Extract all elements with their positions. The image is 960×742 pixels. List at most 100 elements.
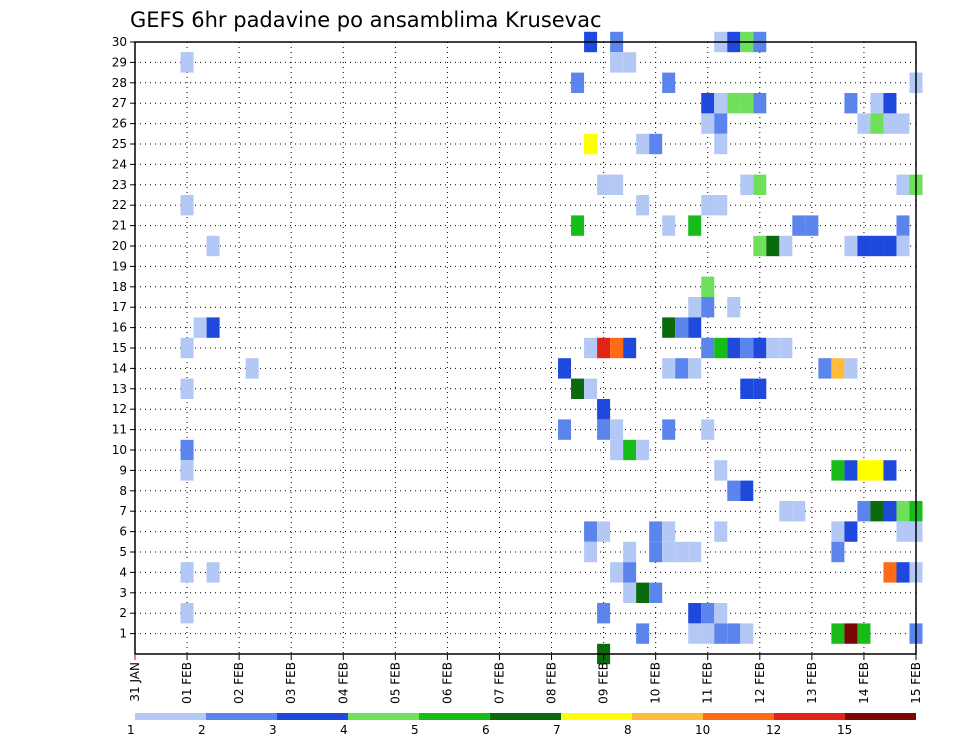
heatmap-cell [610, 174, 624, 195]
x-tick-label: 08 FEB [545, 662, 559, 704]
heatmap-cell [584, 541, 598, 563]
y-tick-label: 15 [112, 341, 127, 355]
heatmap-cell [779, 501, 793, 522]
heatmap-cell [597, 399, 611, 420]
heatmap-cell [180, 460, 194, 481]
heatmap-cell [753, 378, 767, 399]
heatmap-cell [636, 582, 650, 603]
heatmap-cell [623, 439, 637, 461]
heatmap-cell [688, 623, 702, 644]
heatmap-cell [896, 501, 910, 522]
y-tick-label: 9 [119, 463, 127, 477]
legend-swatch [561, 713, 632, 720]
heatmap-cell [857, 460, 871, 481]
y-tick-label: 11 [112, 423, 127, 437]
y-tick-label: 28 [112, 76, 127, 90]
x-tick-label: 13 FEB [805, 662, 819, 704]
heatmap-cell [714, 113, 728, 134]
heatmap-cell [870, 501, 884, 522]
y-tick-label: 19 [112, 259, 127, 273]
heatmap-cell [727, 480, 741, 501]
y-tick-label: 23 [112, 178, 127, 192]
x-tick-label: 15 FEB [909, 662, 923, 704]
legend-label: 5 [411, 723, 419, 737]
heatmap-cell [649, 582, 663, 603]
legend-label: 6 [482, 723, 490, 737]
heatmap-cell [180, 337, 194, 359]
heatmap-cell [883, 460, 897, 481]
heatmap-cell [844, 235, 858, 257]
heatmap-cell [701, 195, 715, 216]
x-tick-label: 06 FEB [440, 662, 454, 704]
heatmap-cell [180, 439, 194, 461]
x-tick-label: 11 FEB [701, 662, 715, 704]
heatmap-cell [597, 521, 611, 542]
heatmap-cell [792, 501, 806, 522]
heatmap-cell [597, 603, 611, 624]
heatmap-cell [714, 460, 728, 481]
y-tick-label: 20 [112, 239, 127, 253]
y-tick-label: 22 [112, 198, 127, 212]
heatmap-cell [896, 215, 910, 236]
x-tick-label: 05 FEB [388, 662, 402, 704]
heatmap-cell [779, 337, 793, 359]
legend-label: 3 [269, 723, 277, 737]
heatmap-cell [701, 623, 715, 644]
heatmap-cell [636, 623, 650, 644]
legend-label: 7 [553, 723, 561, 737]
heatmap-cell [610, 439, 624, 461]
legend-label: 4 [340, 723, 348, 737]
y-tick-label: 6 [119, 525, 127, 539]
legend-swatch [774, 713, 845, 720]
y-tick-label: 27 [112, 96, 127, 110]
heatmap-cell [571, 378, 585, 399]
heatmap-cell [740, 480, 754, 501]
heatmap-cell [753, 235, 767, 257]
y-tick-label: 16 [112, 321, 127, 335]
heatmap-cell [688, 215, 702, 236]
heatmap-cell [636, 195, 650, 216]
heatmap-cell [206, 235, 220, 257]
heatmap-cell [792, 215, 806, 236]
heatmap-cell [649, 133, 663, 155]
heatmap-cell [571, 215, 585, 236]
y-tick-label: 12 [112, 402, 127, 416]
heatmap-cell [896, 174, 910, 195]
heatmap-cell [180, 562, 194, 583]
heatmap-cell [714, 337, 728, 359]
heatmap-cell [623, 582, 637, 603]
y-tick-label: 8 [119, 484, 127, 498]
heatmap-cell [701, 603, 715, 624]
y-tick-label: 24 [112, 157, 127, 171]
heatmap-cell [206, 562, 220, 583]
legend-label: 10 [695, 723, 710, 737]
heatmap-cell [870, 460, 884, 481]
heatmap-cell [662, 72, 676, 93]
heatmap-cell [675, 358, 689, 379]
grid [135, 42, 916, 654]
heatmap-cell [649, 521, 663, 542]
heatmap-cell [675, 317, 689, 338]
y-tick-label: 14 [112, 361, 127, 375]
heatmap-cell [662, 358, 676, 379]
heatmap-cell [831, 623, 845, 644]
heatmap-cell [844, 623, 858, 644]
heatmap-cell [714, 603, 728, 624]
heatmap-cells [180, 31, 923, 665]
heatmap-cell [688, 317, 702, 338]
heatmap-cell [714, 133, 728, 155]
heatmap-cell [753, 174, 767, 195]
heatmap-cell [610, 337, 624, 359]
heatmap-cell [896, 113, 910, 134]
heatmap-cell [766, 235, 780, 257]
heatmap-cell [857, 113, 871, 134]
x-tick-label: 02 FEB [232, 662, 246, 704]
heatmap-cell [857, 501, 871, 522]
heatmap-cell [558, 358, 572, 379]
legend-swatch [490, 713, 561, 720]
legend-swatch [703, 713, 774, 720]
heatmap-cell [870, 235, 884, 257]
heatmap-cell [740, 623, 754, 644]
y-tick-label: 21 [112, 219, 127, 233]
heatmap-cell [714, 195, 728, 216]
